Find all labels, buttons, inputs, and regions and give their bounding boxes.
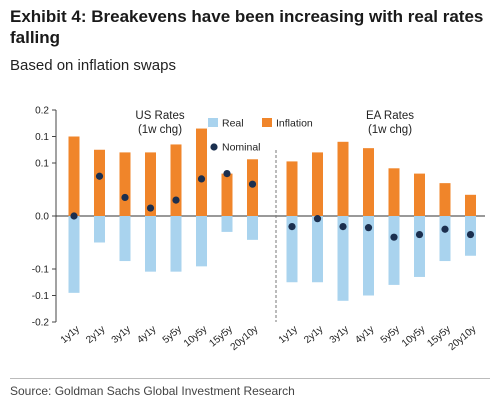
bar-real (388, 216, 400, 285)
bar-inflation (119, 152, 131, 216)
bar-inflation (286, 161, 298, 216)
bar-inflation (170, 144, 182, 216)
bar-real (221, 216, 233, 232)
bar-real (247, 216, 258, 240)
bar-real (119, 216, 131, 262)
y-tick-label: 0.1 (35, 132, 49, 143)
bar-real (312, 216, 323, 283)
bar-inflation (196, 128, 207, 216)
x-tick-label: 1y1y (277, 324, 300, 346)
y-tick-label: 0.0 (35, 212, 49, 223)
y-tick-label: -0.1 (32, 291, 50, 302)
point-nominal (70, 212, 78, 220)
point-nominal (172, 196, 180, 204)
bar-real (439, 216, 451, 262)
point-nominal (390, 233, 398, 241)
chart-subtitle: Based on inflation swaps (10, 57, 176, 74)
point-nominal (288, 223, 296, 231)
x-tick-label: 4y1y (353, 324, 376, 346)
x-tick-label: 10y5y (182, 324, 210, 350)
y-tick-label: 0.1 (35, 159, 49, 170)
panel-label: US Rates (135, 110, 184, 122)
legend-label-real: Real (222, 118, 244, 130)
x-tick-label: 1y1y (59, 324, 82, 346)
point-nominal (313, 215, 322, 223)
panel-sublabel: (1w chg) (138, 124, 182, 136)
bar-inflation (439, 183, 451, 216)
x-tick-label: 20y10y (447, 324, 479, 353)
legend-label-inflation: Inflation (276, 118, 313, 130)
bar-real (145, 216, 156, 272)
point-nominal (197, 175, 206, 183)
bar-real (94, 216, 105, 243)
bar-inflation (312, 152, 323, 216)
chart-title: Exhibit 4: Breakevens have been increasi… (10, 7, 484, 47)
x-tick-label: 3y1y (328, 324, 351, 346)
bar-inflation (363, 148, 374, 216)
point-nominal (466, 230, 475, 239)
legend-swatch-nominal (210, 143, 218, 151)
point-nominal (339, 223, 347, 231)
bar-inflation (337, 141, 349, 216)
footer-rule (10, 378, 490, 379)
x-tick-label: 2y1y (84, 324, 107, 346)
point-nominal (146, 204, 155, 212)
point-nominal (415, 230, 424, 239)
legend-swatch-inflation (262, 118, 272, 127)
x-tick-label: 5y5y (161, 324, 184, 346)
bar-inflation (414, 173, 425, 216)
point-nominal (223, 170, 231, 178)
bar-real (170, 216, 182, 272)
bar-real (337, 216, 349, 301)
bar-real (68, 216, 80, 293)
bar-real (286, 216, 298, 283)
source-note: Source: Goldman Sachs Global Investment … (10, 384, 295, 398)
point-nominal (95, 172, 104, 180)
panel-label: EA Rates (366, 110, 414, 122)
bar-real (196, 216, 207, 267)
bar-inflation (465, 194, 476, 216)
x-tick-label: 2y1y (302, 324, 325, 346)
x-tick-label: 10y5y (400, 324, 428, 350)
panel-sublabel: (1w chg) (368, 124, 412, 136)
bar-inflation (68, 136, 80, 216)
x-tick-label: 5y5y (379, 324, 402, 346)
point-nominal (121, 193, 129, 202)
bar-real (414, 216, 425, 277)
y-tick-label: -0.2 (32, 318, 50, 329)
legend-swatch-real (208, 118, 218, 127)
bar-inflation (388, 168, 400, 216)
point-nominal (364, 224, 373, 232)
y-tick-label: -0.1 (32, 265, 50, 276)
x-tick-label: 3y1y (110, 324, 133, 346)
legend-label-nominal: Nominal (222, 142, 261, 154)
bar-real (363, 216, 374, 296)
bar-inflation (145, 152, 156, 216)
bar-inflation (221, 173, 233, 216)
x-tick-label: 4y1y (135, 324, 158, 346)
point-nominal (248, 180, 257, 188)
bar-inflation (94, 149, 105, 216)
y-tick-label: 0.2 (35, 106, 49, 117)
point-nominal (441, 225, 449, 233)
x-tick-label: 20y10y (229, 324, 261, 353)
